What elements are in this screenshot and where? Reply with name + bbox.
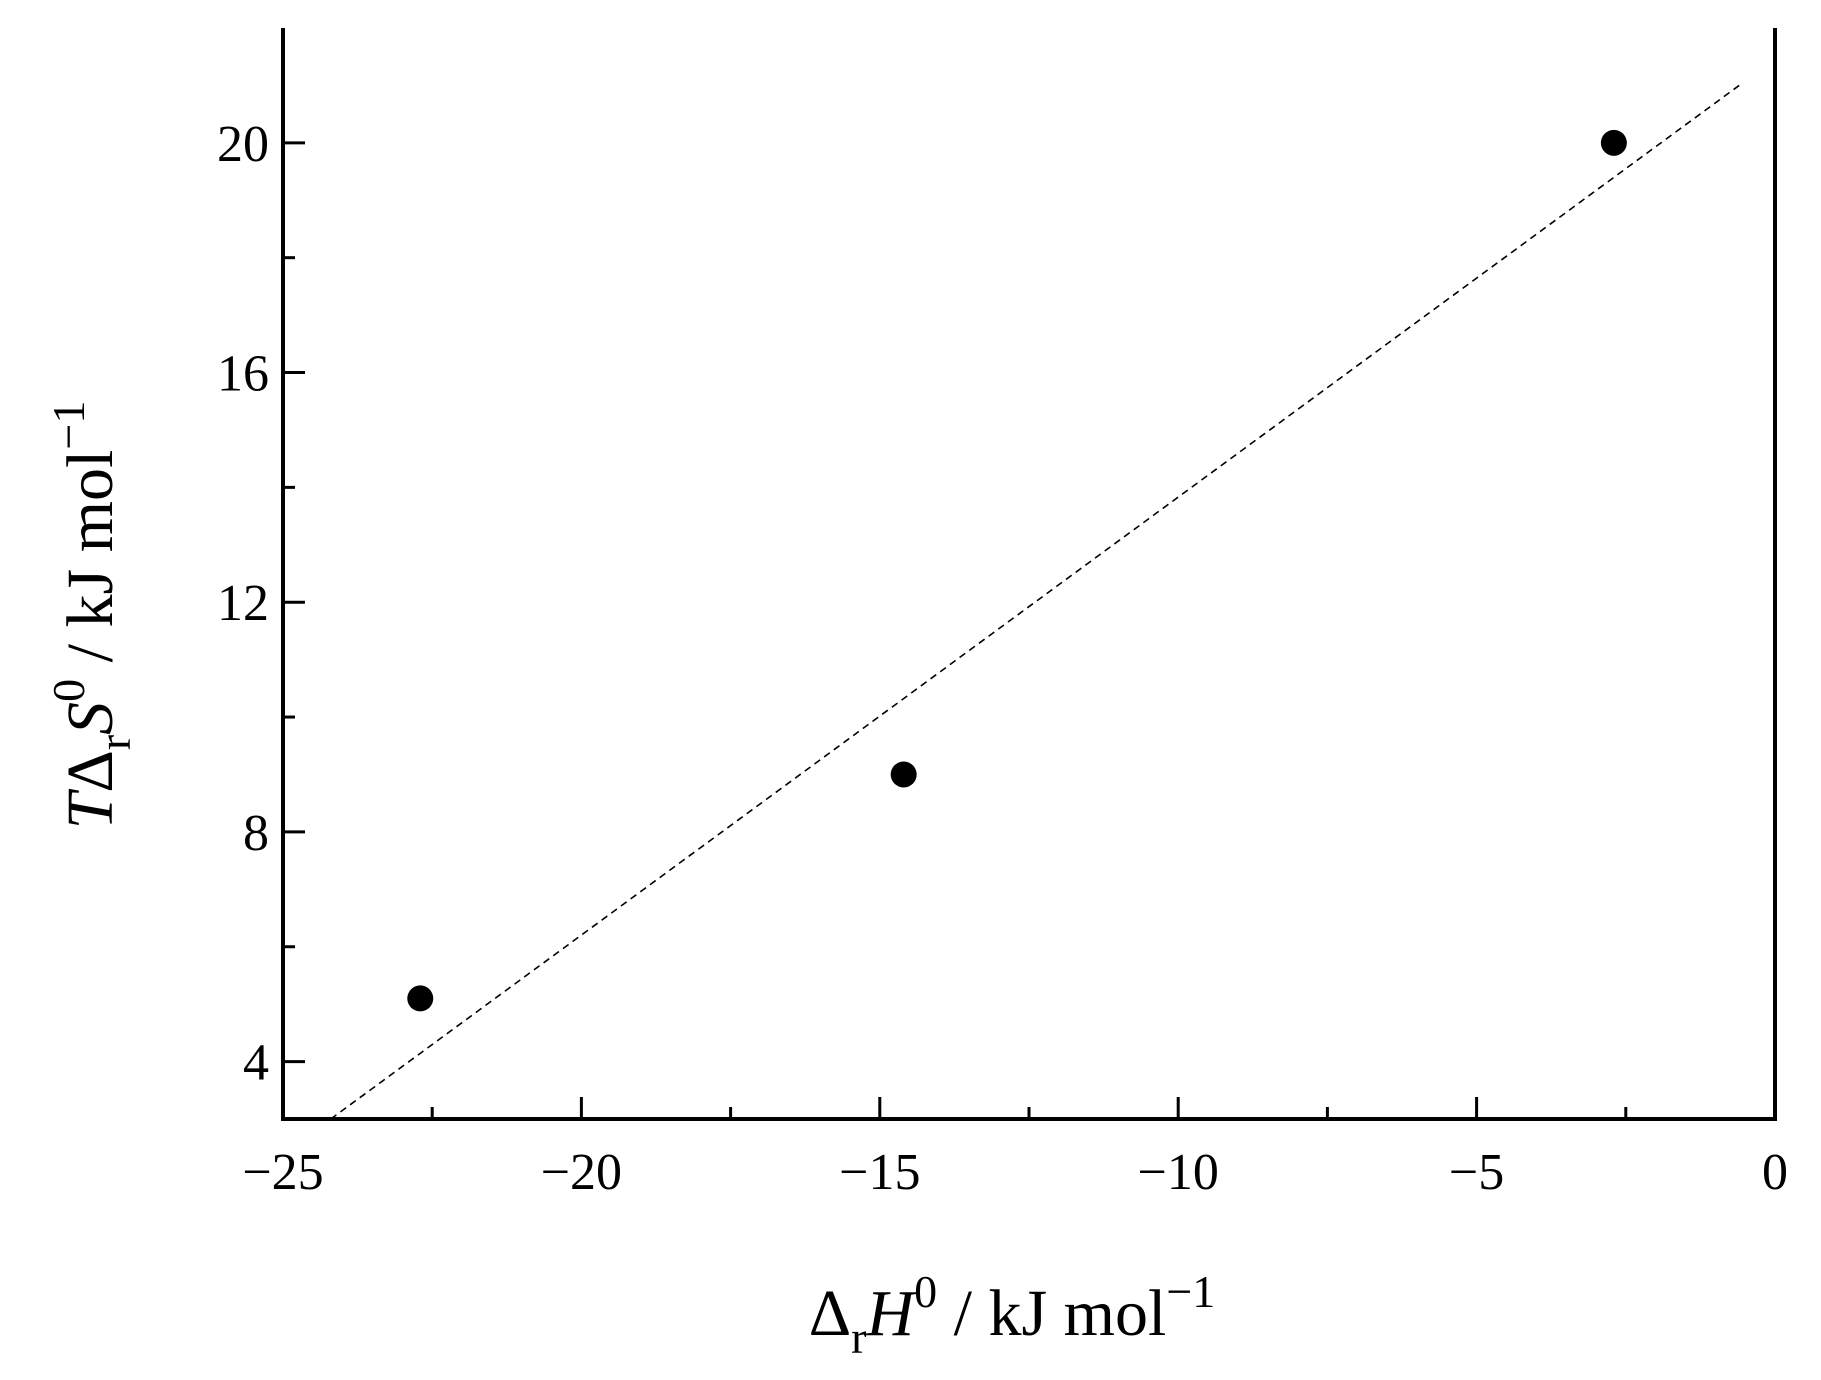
y-axis: 4 8 12 16 20 bbox=[217, 116, 305, 1092]
x-axis: −25 −20 −15 −10 −5 0 bbox=[242, 1097, 1788, 1201]
y-title-units-exponent: −1 bbox=[43, 401, 94, 450]
x-title-symbol: H bbox=[865, 1277, 917, 1350]
x-tick-label: 0 bbox=[1762, 1144, 1788, 1201]
y-title-subscript: r bbox=[89, 735, 140, 750]
y-tick-label: 12 bbox=[217, 575, 269, 632]
fit-line-segment bbox=[330, 84, 1740, 1120]
x-tick-label: −10 bbox=[1138, 1144, 1219, 1201]
x-tick-label: −15 bbox=[839, 1144, 920, 1201]
x-tick-label: −20 bbox=[541, 1144, 622, 1201]
data-point bbox=[407, 985, 434, 1012]
y-axis-title: TΔrS0 / kJ mol−1 bbox=[43, 401, 140, 830]
y-title-delta: Δ bbox=[54, 750, 127, 792]
x-title-delta: Δ bbox=[809, 1277, 851, 1350]
y-tick-label: 4 bbox=[243, 1035, 269, 1092]
x-title-units: / kJ mol bbox=[937, 1277, 1166, 1350]
y-tick-label: 20 bbox=[217, 116, 269, 173]
plot-frame bbox=[281, 28, 1777, 1121]
data-point bbox=[1600, 129, 1627, 156]
y-tick-label: 8 bbox=[243, 805, 269, 862]
x-title-superscript: 0 bbox=[914, 1266, 937, 1317]
data-point bbox=[890, 761, 917, 788]
data-points bbox=[407, 129, 1627, 1012]
x-title-units-exponent: −1 bbox=[1166, 1266, 1215, 1317]
x-title-subscript: r bbox=[851, 1312, 866, 1363]
x-axis-title: ΔrH0 / kJ mol−1 bbox=[809, 1266, 1216, 1363]
fit-line bbox=[330, 84, 1740, 1120]
y-title-units: / kJ mol bbox=[54, 450, 127, 679]
x-tick-label: −5 bbox=[1449, 1144, 1504, 1201]
x-tick-label: −25 bbox=[242, 1144, 323, 1201]
y-title-symbol: S bbox=[54, 702, 127, 735]
y-title-superscript: 0 bbox=[43, 679, 94, 702]
y-tick-label: 16 bbox=[217, 346, 269, 403]
y-title-prefix: T bbox=[54, 788, 127, 829]
